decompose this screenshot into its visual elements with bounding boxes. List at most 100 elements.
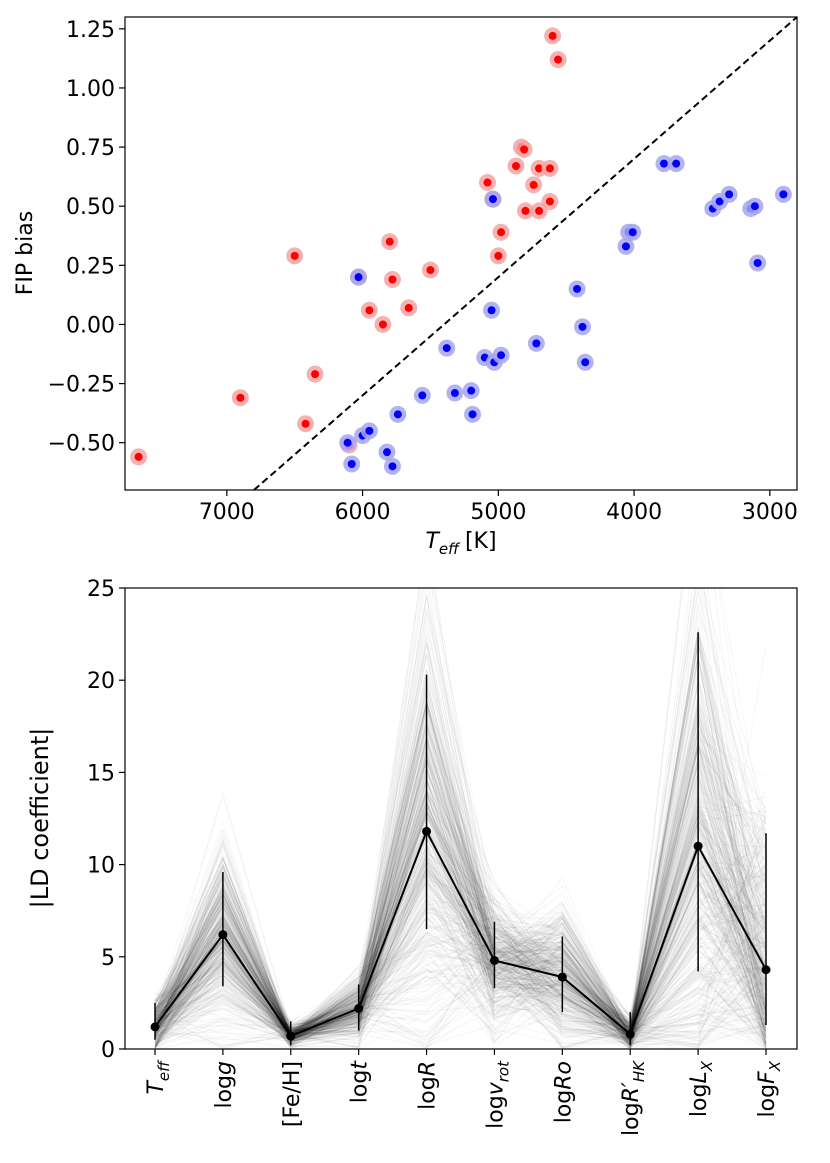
red-point-core: [535, 206, 544, 215]
x-tick-label: logRo: [551, 1061, 576, 1123]
top-plot-frame: [124, 16, 798, 491]
blue-point: [568, 280, 586, 298]
bottom-plot-frame: [124, 587, 798, 1050]
blue-point-core: [347, 459, 356, 468]
red-point-core: [404, 303, 413, 312]
red-point-core: [535, 164, 544, 173]
y-tick-label: 1.00: [66, 77, 115, 102]
x-tick-label: logvrot: [483, 1060, 512, 1129]
blue-point-core: [659, 159, 668, 168]
blue-point-core: [753, 258, 762, 267]
x-tick-label-prefix: log: [483, 1095, 508, 1129]
x-tick-label: 3000: [742, 500, 798, 525]
blue-point-core: [581, 358, 590, 367]
red-point: [507, 157, 525, 175]
x-tick-label: logLX: [687, 1060, 716, 1117]
blue-point-core: [343, 438, 352, 447]
blue-point-core: [725, 190, 734, 199]
red-point: [306, 365, 324, 383]
red-point: [231, 389, 249, 407]
fip-bias-scatter-panel: 7000 6000 5000 4000 3000 −0.50 −0.25 0.00 0.25 0.…: [13, 16, 798, 558]
blue-point-core: [487, 306, 496, 315]
mean-point: [218, 930, 228, 940]
red-point: [383, 271, 401, 289]
blue-point-core: [442, 344, 451, 353]
y-tick-label: 0.25: [66, 254, 115, 279]
red-point-core: [426, 266, 435, 275]
red-point: [525, 176, 543, 194]
blue-point: [446, 384, 464, 402]
x-label-unit: [K]: [465, 529, 497, 554]
dashed-reference-line: [253, 17, 797, 490]
red-point-core: [529, 180, 538, 189]
blue-point: [343, 455, 361, 473]
x-tick-label: 5000: [470, 500, 526, 525]
blue-point-core: [621, 242, 630, 251]
red-point-core: [385, 237, 394, 246]
red-point: [374, 315, 392, 333]
y-tick-label: 25: [87, 577, 115, 602]
red-point-core: [548, 31, 557, 40]
red-point-core: [301, 419, 310, 428]
top-panel-ticks: 7000 6000 5000 4000 3000 −0.50 −0.25 0.00 0.25 0.…: [48, 18, 798, 525]
red-point: [297, 415, 315, 433]
red-point-core: [483, 178, 492, 187]
blue-point: [492, 346, 510, 364]
blue-point: [484, 190, 502, 208]
y-tick-label: 1.25: [66, 18, 115, 43]
mean-point: [150, 1022, 160, 1032]
x-tick-label: 6000: [335, 500, 391, 525]
x-tick-label-main: R′: [619, 1082, 644, 1102]
red-point: [541, 159, 559, 177]
blue-point: [746, 197, 764, 215]
red-point-core: [554, 55, 563, 64]
y-tick-label: 0.75: [66, 136, 115, 161]
blue-point-core: [779, 190, 788, 199]
blue-point: [378, 443, 396, 461]
x-tick-label: logR′HK: [619, 1060, 648, 1136]
red-point: [478, 174, 496, 192]
y-tick-label: 0.50: [66, 195, 115, 220]
top-y-axis-label: FIP bias: [13, 211, 38, 295]
x-tick-label-main: T: [144, 1080, 169, 1095]
blue-point: [389, 405, 407, 423]
red-point: [489, 247, 507, 265]
red-point-core: [521, 206, 530, 215]
blue-point: [483, 301, 501, 319]
blue-point: [667, 155, 685, 173]
blue-point: [624, 223, 642, 241]
y-tick-label: 0.00: [66, 313, 115, 338]
red-point-core: [311, 370, 320, 379]
red-point: [286, 247, 304, 265]
mean-line: [154, 828, 767, 1038]
x-tick-label-main: L: [687, 1071, 712, 1083]
blue-point-core: [497, 351, 506, 360]
red-point-core: [378, 320, 387, 329]
x-tick-label: logt: [348, 1060, 373, 1104]
blue-point: [655, 155, 673, 173]
blue-point-core: [532, 339, 541, 348]
x-tick-label: 7000: [199, 500, 255, 525]
blue-point: [617, 237, 635, 255]
blue-point-core: [365, 426, 374, 435]
blue-point: [350, 268, 368, 286]
scatter-points: [130, 27, 792, 475]
x-tick-label: logR: [416, 1061, 441, 1110]
x-tick-label-sub: rot: [494, 1060, 512, 1082]
x-tick-label: logg: [212, 1061, 237, 1109]
x-tick-label-prefix: log: [348, 1070, 373, 1104]
blue-point-core: [418, 391, 427, 400]
blue-point: [720, 185, 738, 203]
blue-point-core: [573, 284, 582, 293]
blue-point-core: [750, 202, 759, 211]
y-tick-label: −0.25: [48, 373, 115, 398]
mean-point: [761, 965, 771, 975]
bottom-y-axis-label: |LD coefficient|: [26, 728, 54, 909]
x-tick-label-sub: eff: [155, 1059, 173, 1081]
red-point-core: [545, 197, 554, 206]
background-traces: [155, 444, 766, 1049]
y-tick-label: 5: [101, 946, 115, 971]
mean-point: [693, 841, 703, 851]
mean-point: [489, 955, 499, 965]
